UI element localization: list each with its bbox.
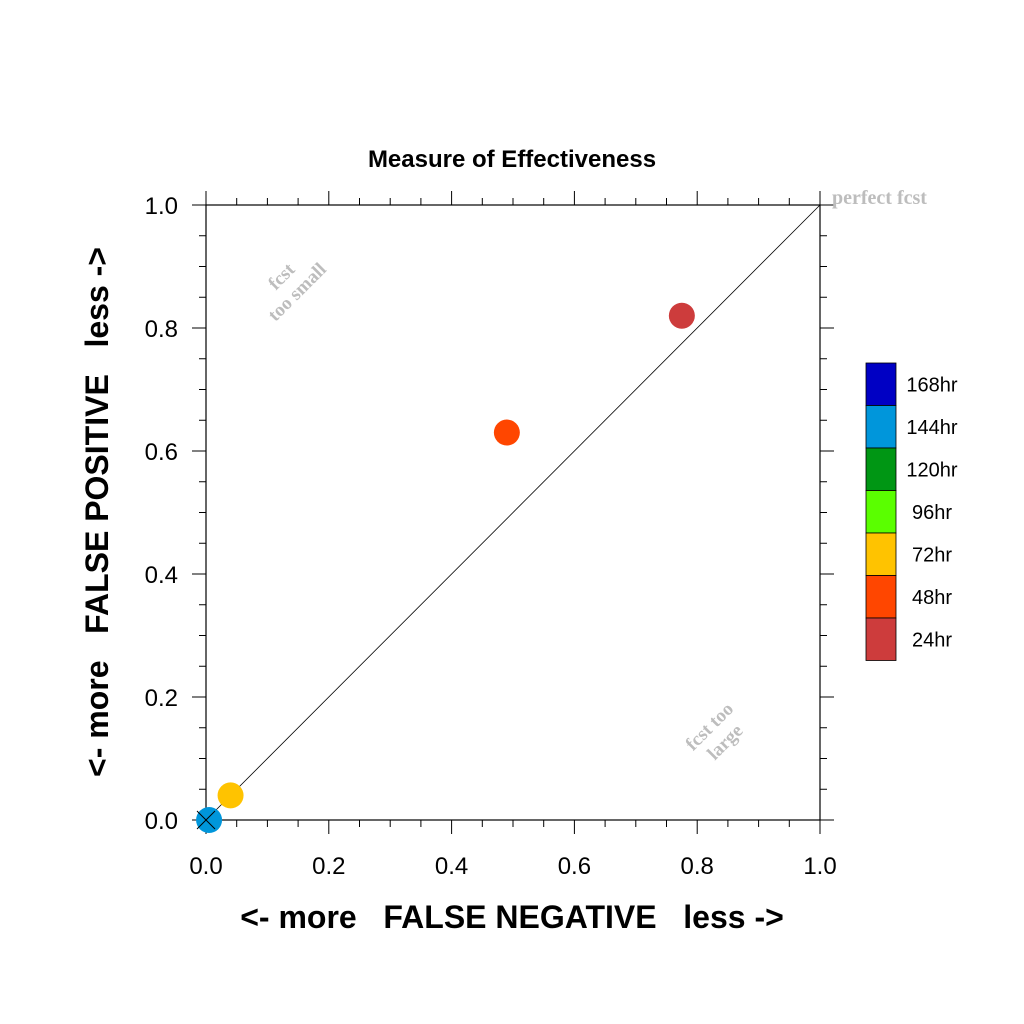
data-points <box>196 302 695 833</box>
legend-swatch-48hr <box>865 575 897 619</box>
x-tick-labels: 0.0 0.2 0.4 0.6 0.8 1.0 <box>189 853 836 880</box>
legend: 168hr 144hr 120hr 96hr 72hr 48hr 24hr <box>865 362 958 661</box>
legend-label-168hr: 168hr <box>906 374 957 396</box>
x-tick-label: 1.0 <box>803 853 836 880</box>
x-tick-label: 0.0 <box>189 853 222 880</box>
y-tick-label: 0.6 <box>145 439 178 466</box>
annotation-too-small: fcst too small <box>264 259 331 326</box>
legend-swatch-72hr <box>865 532 897 576</box>
perfect-forecast-line <box>205 204 821 821</box>
legend-swatch-96hr <box>865 490 897 534</box>
x-tick-label: 0.2 <box>312 853 345 880</box>
annotation-too-large: fcst too large <box>682 699 748 765</box>
legend-label-48hr: 48hr <box>912 587 952 609</box>
y-tick-label: 1.0 <box>145 193 178 220</box>
y-tick-label: 0.0 <box>145 808 178 835</box>
legend-swatch-144hr <box>865 405 897 449</box>
legend-label-120hr: 120hr <box>906 459 957 481</box>
x-tick-label: 0.4 <box>435 853 468 880</box>
legend-swatch-168hr <box>865 362 897 406</box>
x-axis-label: <- more FALSE NEGATIVE less -> <box>240 899 784 935</box>
origin-marker <box>196 810 216 830</box>
legend-label-24hr: 24hr <box>912 629 952 651</box>
y-tick-label: 0.4 <box>145 562 178 589</box>
y-tick-label: 0.8 <box>145 316 178 343</box>
point-72hr <box>217 782 244 809</box>
annotation-perfect-forecast: perfect fcst <box>832 187 927 209</box>
legend-label-144hr: 144hr <box>906 417 957 439</box>
legend-swatch-120hr <box>865 447 897 491</box>
legend-label-96hr: 96hr <box>912 502 952 524</box>
point-24hr <box>668 302 695 329</box>
y-tick-label: 0.2 <box>145 685 178 712</box>
y-axis-label: <- more FALSE POSITIVE less -> <box>79 247 115 777</box>
point-144hr <box>196 807 223 833</box>
point-48hr <box>493 419 520 446</box>
legend-label-72hr: 72hr <box>912 544 952 566</box>
plot-frame <box>205 204 821 821</box>
legend-swatch-24hr <box>865 617 897 661</box>
x-tick-label: 0.6 <box>558 853 591 880</box>
x-tick-label: 0.8 <box>681 853 714 880</box>
y-tick-labels: 0.0 0.2 0.4 0.6 0.8 1.0 <box>145 193 178 835</box>
axis-ticks <box>192 191 834 834</box>
chart-title: Measure of Effectiveness <box>368 146 656 173</box>
